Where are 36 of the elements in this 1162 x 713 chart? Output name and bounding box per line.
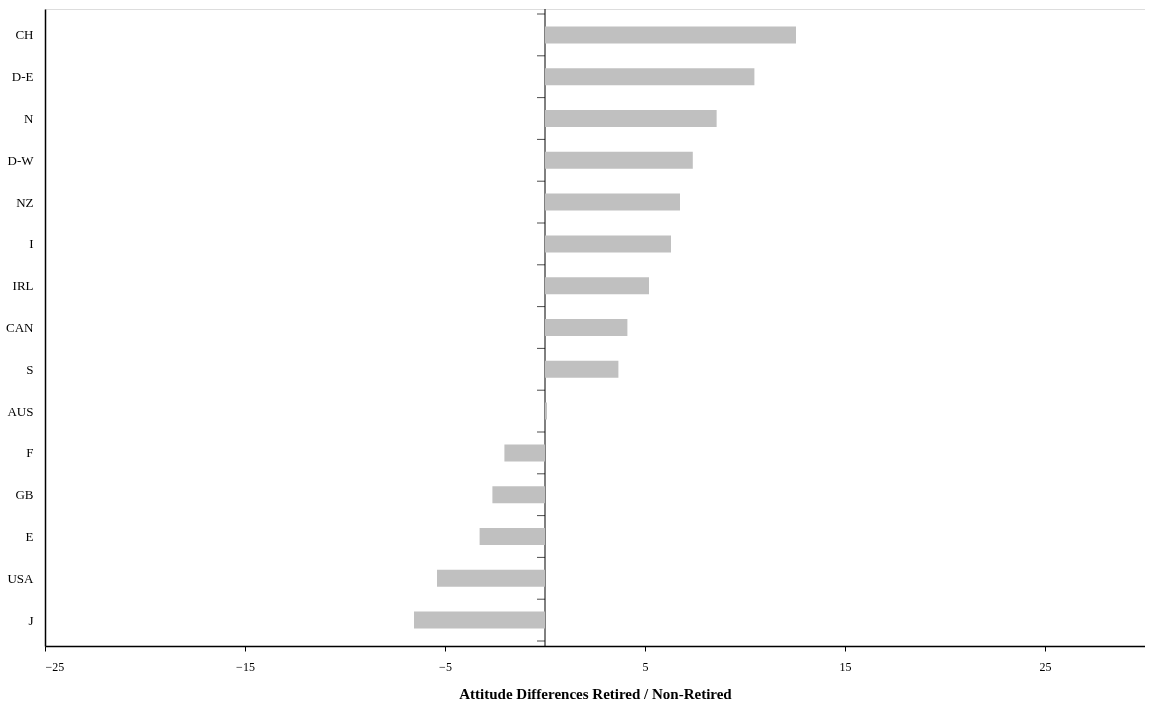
y-tick-label: D-W (7, 152, 35, 168)
x-tick-label: 25 (1039, 659, 1052, 674)
bar (437, 569, 545, 587)
x-tick-label: −5 (439, 659, 452, 674)
y-tick-label: USA (7, 570, 35, 586)
y-tick-label: CAN (6, 320, 35, 335)
bar (545, 235, 671, 253)
bar (545, 319, 628, 336)
y-tick-label: IRL (12, 278, 34, 294)
y-tick-label: D-E (11, 69, 34, 85)
y-tick-label: J (28, 612, 34, 628)
bar (492, 486, 545, 504)
bar (545, 151, 693, 169)
bar (545, 26, 796, 44)
y-tick-label: N (24, 111, 35, 126)
y-tick-label: CH (15, 27, 34, 43)
bar (504, 444, 545, 462)
bar (545, 360, 619, 378)
y-tick-label: AUS (7, 403, 34, 419)
bar (545, 68, 755, 86)
bar (479, 528, 545, 545)
y-tick-label: S (26, 361, 34, 377)
bar (414, 611, 545, 629)
x-tick-label: −25 (45, 659, 65, 674)
bar (545, 193, 680, 211)
x-axis-title: Attitude Differences Retired / Non-Retired (459, 685, 733, 702)
x-tick-label: 15 (839, 659, 852, 674)
y-tick-label: F (26, 445, 34, 461)
bar (545, 277, 649, 295)
y-tick-label: E (25, 529, 34, 544)
x-tick-label: −15 (236, 659, 255, 674)
x-tick-label: 5 (642, 659, 649, 674)
y-tick-label: GB (15, 487, 34, 503)
y-tick-label: I (29, 236, 34, 252)
bar (545, 110, 717, 127)
y-tick-label: NZ (16, 194, 34, 210)
